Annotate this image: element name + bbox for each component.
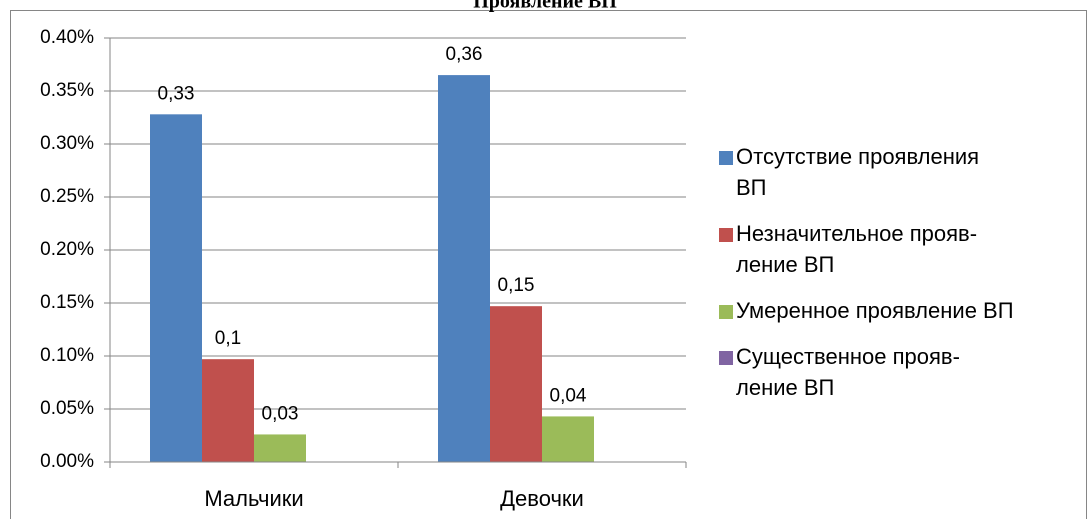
y-tick-label: 0.30% [40,133,94,154]
legend-swatch [719,151,733,165]
data-label: 0,03 [262,403,299,424]
legend-swatch [719,228,733,242]
x-tick-label: Мальчики [204,486,303,511]
legend-label: Умеренное проявление ВП [736,298,1014,323]
data-label: 0,1 [215,328,241,349]
bar [202,359,254,462]
data-label: 0,15 [498,275,535,296]
legend-swatch [719,351,733,365]
y-tick-label: 0.00% [40,451,94,472]
bar [438,75,490,462]
bar [254,434,306,462]
bar [542,416,594,462]
y-tick-label: 0.40% [40,27,94,48]
y-tick-label: 0.25% [40,186,94,207]
bar [490,306,542,462]
y-tick-label: 0.20% [40,239,94,260]
legend-swatch [719,305,733,319]
data-label: 0,33 [158,83,195,104]
y-tick-label: 0.10% [40,345,94,366]
data-label: 0,36 [446,44,483,65]
y-tick-label: 0.15% [40,292,94,313]
legend-label: Незначительное прояв-ление ВП [736,221,977,277]
legend-label: Отсутствие проявления ВП [736,144,979,200]
y-tick-label: 0.05% [40,398,94,419]
y-tick-label: 0.35% [40,80,94,101]
legend-label: Существенное прояв-ление ВП [736,344,960,400]
data-label: 0,04 [550,385,587,406]
chart-title: Проявление ВП [473,0,617,13]
bar [150,114,202,462]
x-tick-label: Девочки [500,486,584,511]
